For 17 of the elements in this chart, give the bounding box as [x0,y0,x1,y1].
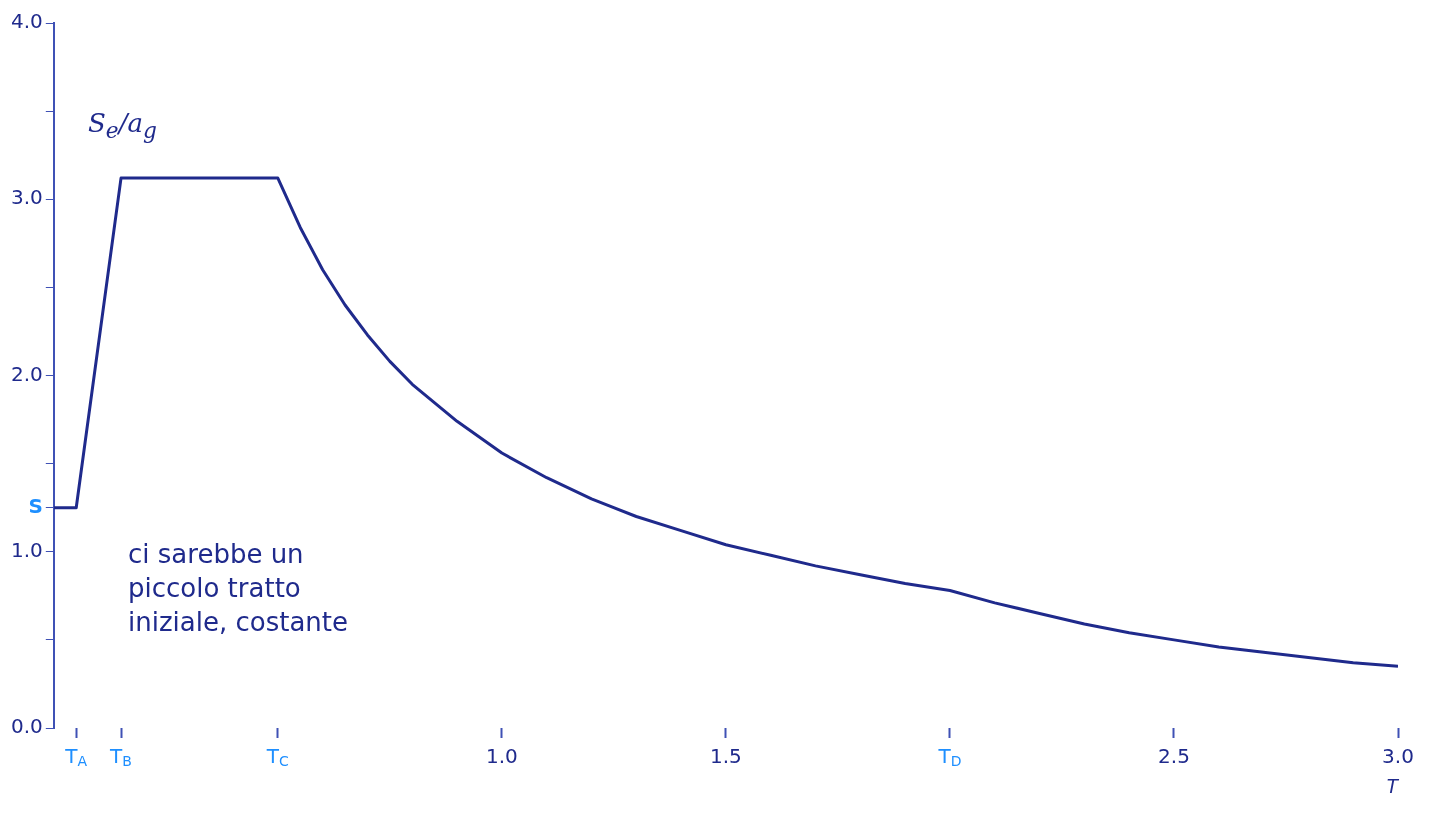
x-tick-label: TA [64,744,88,769]
y-tick-label: S [28,493,43,518]
x-tick-label: TC [265,744,290,769]
x-tick-label: TB [109,744,132,769]
x-tick-label: TD [937,744,962,769]
x-tick-label: 3.0 [1382,744,1414,769]
x-tick-label: 2.5 [1158,744,1190,769]
y-tick-label: 2.0 [10,361,43,386]
y-tick-label: 0.0 [10,714,43,739]
y-tick-label: 3.0 [10,185,43,210]
y-tick-label: 4.0 [10,9,43,34]
y-axis-title: S$_{e}$/a$_{g}$ [88,108,157,144]
x-tick-label: 1.0 [485,744,518,769]
annotation: ci sarebbe un piccolo tratto iniziale, costante [128,538,349,639]
x-axis-title: T [1385,774,1400,797]
y-tick-label: 1.0 [10,537,43,562]
x-tick-label: 1.5 [710,744,742,769]
